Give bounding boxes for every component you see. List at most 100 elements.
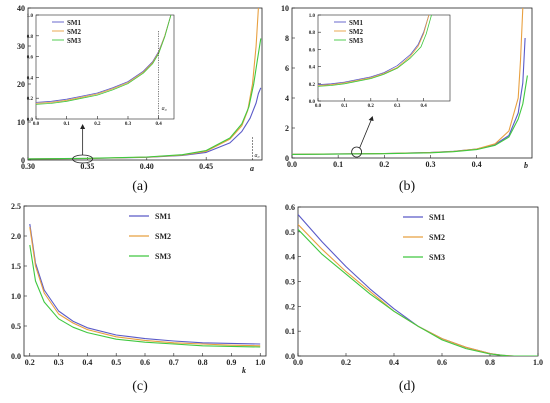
series-line-sm3 — [28, 38, 262, 160]
x-tick-label: 0.2 — [25, 358, 35, 367]
y-tick-label: 6 — [285, 64, 289, 73]
legend-label-sm1: SM1 — [67, 19, 82, 27]
y-tick-label: 0.2 — [285, 302, 295, 311]
x-tick-label: 0.6 — [140, 358, 150, 367]
y-tick-label: 2.5 — [11, 202, 21, 211]
x-tick-label: 0.3 — [394, 104, 401, 109]
x-axis-label: b — [524, 161, 528, 170]
series-line-sm2 — [318, 15, 430, 86]
legend-label-sm3: SM3 — [429, 253, 445, 262]
x-tick-label: 0.4 — [82, 358, 92, 367]
series-line-sm2 — [29, 226, 261, 347]
legend-label-sm2: SM2 — [67, 28, 82, 36]
plot-frame — [23, 205, 267, 357]
y-tick-label: 20 — [17, 80, 25, 89]
y-tick-label: 0.6 — [309, 48, 316, 53]
x-tick-label: 0.1 — [333, 160, 343, 169]
y-tick-label: 2.0 — [11, 232, 21, 241]
x-tick-label: 0.4 — [472, 160, 482, 169]
x-tick-label: 0.5 — [111, 358, 121, 367]
legend-label-sm3: SM3 — [155, 252, 171, 261]
y-tick-label: 0.4 — [27, 76, 34, 81]
panel-caption-c: (c) — [132, 379, 148, 394]
x-tick-label: 0.1 — [341, 104, 348, 109]
y-tick-label: 1.0 — [11, 292, 21, 301]
legend-label-sm1: SM1 — [155, 212, 171, 221]
x-tick-label: 0.9 — [226, 358, 236, 367]
panel-caption-a: (a) — [132, 179, 148, 194]
y-tick-label: 0.6 — [27, 56, 34, 61]
x-tick-label: 0.2 — [341, 358, 351, 367]
x-tick-label: 0.7 — [169, 358, 179, 367]
chart-panel-c: 0.2 0.3 0.4 0.5 0.6 0.7 0.8 0.9 1.0 0.0 0.5 1.0 1.5 2… — [11, 202, 267, 394]
x-tick-label: 0.0 — [315, 104, 322, 109]
x-tick-label: 0.2 — [368, 104, 375, 109]
zoom-region-circle — [351, 146, 363, 158]
y-tick-label: 0.4 — [309, 66, 316, 71]
x-tick-label: 0.40 — [140, 162, 154, 171]
legend-label-sm2: SM2 — [429, 233, 445, 242]
legend-label-sm3: SM3 — [67, 37, 82, 45]
legend-label-sm1: SM1 — [349, 19, 364, 27]
x-tick-label: 0.45 — [199, 162, 213, 171]
inset-frame — [317, 14, 451, 102]
x-tick-label: 0.8 — [198, 358, 208, 367]
y-tick-label: 0.8 — [27, 35, 34, 40]
x-tick-label: 0.2 — [94, 122, 101, 127]
x-tick-label: 0.6 — [437, 358, 447, 367]
zoom-arrow — [359, 118, 372, 149]
y-tick-label: 40 — [17, 4, 25, 13]
series-line-sm3 — [318, 15, 432, 87]
y-tick-label: 1.5 — [11, 262, 21, 271]
x-tick-label: 0.2 — [379, 160, 389, 169]
y-tick-label: 1.0 — [309, 14, 316, 19]
y-tick-label: 0.0 — [27, 118, 34, 123]
zoom-arrow-head — [80, 124, 86, 129]
y-tick-label: 30 — [17, 42, 25, 51]
x-tick-label: 0.8 — [485, 358, 495, 367]
plot-frame — [297, 206, 539, 357]
x-tick-label: 0.3 — [54, 358, 64, 367]
legend-label-sm3: SM3 — [349, 37, 364, 45]
y-tick-label: 0.4 — [285, 253, 295, 262]
x-tick-label: 0.3 — [125, 122, 132, 127]
x-tick-label: 1.0 — [255, 358, 265, 367]
series-line-sm3 — [292, 75, 528, 155]
series-line-sm1 — [318, 15, 430, 86]
x-tick-label: 0.30 — [21, 162, 35, 171]
y-tick-label: 0.3 — [285, 278, 295, 287]
x-tick-label: 1.0 — [533, 358, 543, 367]
x-tick-label: 0.35 — [80, 162, 94, 171]
inset-a0-annotation: a₀ — [162, 106, 167, 112]
y-tick-label: 1.0 — [27, 14, 34, 19]
x-axis-label: k — [242, 366, 246, 375]
x-tick-label: 0.4 — [156, 122, 163, 127]
series-line-sm3 — [36, 15, 172, 105]
y-tick-label: 8 — [285, 34, 289, 43]
y-tick-label: 0 — [21, 156, 25, 165]
x-tick-label: 0.0 — [293, 358, 303, 367]
series-line-sm3 — [298, 228, 538, 356]
panel-caption-d: (d) — [399, 379, 416, 394]
legend-label-sm2: SM2 — [349, 28, 364, 36]
legend-label-sm2: SM2 — [155, 232, 171, 241]
legend-label-sm1: SM1 — [429, 213, 445, 222]
inset-plot: 0.0 0.1 0.2 0.3 0.4 0.0 0.2 0.4 0.6 0.8 1.0 SM1SM2S… — [27, 14, 175, 127]
y-tick-label: 2 — [285, 124, 289, 133]
y-tick-label: 0.5 — [285, 228, 295, 237]
y-tick-label: 0.2 — [309, 83, 316, 88]
y-tick-label: 10 — [17, 118, 25, 127]
x-tick-label: 0.1 — [64, 122, 71, 127]
y-tick-label: 0 — [285, 154, 289, 163]
y-tick-label: 10 — [281, 4, 289, 13]
y-tick-label: 0.6 — [285, 203, 295, 212]
y-tick-label: 0.5 — [11, 322, 21, 331]
inset-plot: 0.0 0.1 0.2 0.3 0.4 0.0 0.2 0.4 0.6 0.8 1.0 SM1SM2S… — [309, 14, 451, 109]
series-line-sm3 — [29, 244, 261, 348]
a0-annotation: a₀ — [254, 153, 259, 159]
x-tick-label: 0.0 — [287, 160, 297, 169]
series-line-sm1 — [29, 223, 261, 345]
